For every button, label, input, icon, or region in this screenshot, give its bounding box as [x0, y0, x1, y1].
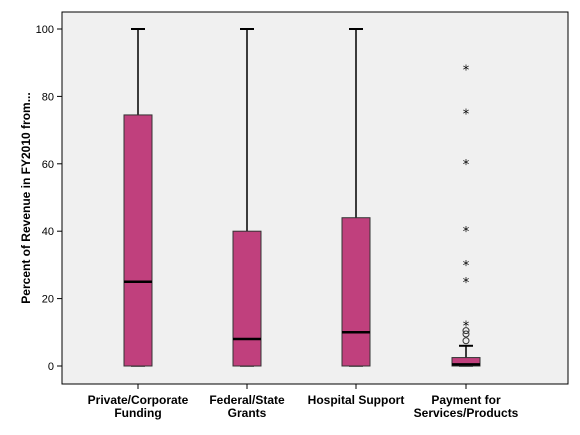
x-tick-label-line: Payment for — [431, 393, 501, 407]
outlier-point — [462, 330, 470, 338]
outlier-point — [462, 337, 470, 345]
y-axis-title: Percent of Revenue in FY2010 from... — [19, 92, 33, 303]
box — [341, 217, 371, 367]
x-tick-label-line: Services/Products — [414, 406, 519, 420]
x-axis: Private/Corporate Funding Federal/State Gra… — [88, 384, 519, 420]
x-tick-label: Payment for Services/Products — [414, 393, 519, 420]
extreme-point: * — [463, 320, 470, 335]
box — [123, 114, 153, 367]
x-tick-label: Hospital Support — [308, 393, 405, 407]
extreme-point: * — [463, 259, 470, 274]
y-tick-label: 80 — [42, 91, 54, 103]
outlier-point — [462, 327, 470, 335]
y-tick-label: 0 — [48, 361, 54, 373]
box-group — [123, 28, 153, 367]
extreme-point: * — [463, 225, 470, 240]
boxes: * * * * * * * — [123, 28, 481, 367]
x-tick-label: Private/Corporate Funding — [88, 393, 189, 420]
box-group — [341, 28, 371, 367]
y-axis: 0 20 40 60 80 100 — [36, 24, 62, 373]
extreme-point: * — [463, 107, 470, 122]
x-tick-label-line: Private/Corporate — [88, 393, 189, 407]
y-tick-label: 60 — [42, 159, 54, 171]
extreme-point: * — [463, 276, 470, 291]
x-tick-label-line: Federal/State — [209, 393, 285, 407]
extreme-point: * — [463, 158, 470, 173]
extreme-point: * — [463, 63, 470, 78]
x-tick-label-line: Funding — [114, 406, 161, 420]
box-group: * * * * * * * — [451, 63, 481, 367]
box — [451, 357, 481, 367]
x-tick-label-line: Hospital Support — [308, 393, 405, 407]
x-tick-label-line: Grants — [228, 406, 267, 420]
x-tick-label: Federal/State Grants — [209, 393, 285, 420]
y-tick-label: 40 — [42, 226, 54, 238]
box-group — [232, 28, 262, 367]
y-tick-label: 100 — [36, 24, 54, 36]
y-tick-label: 20 — [42, 294, 54, 306]
box — [232, 230, 262, 367]
